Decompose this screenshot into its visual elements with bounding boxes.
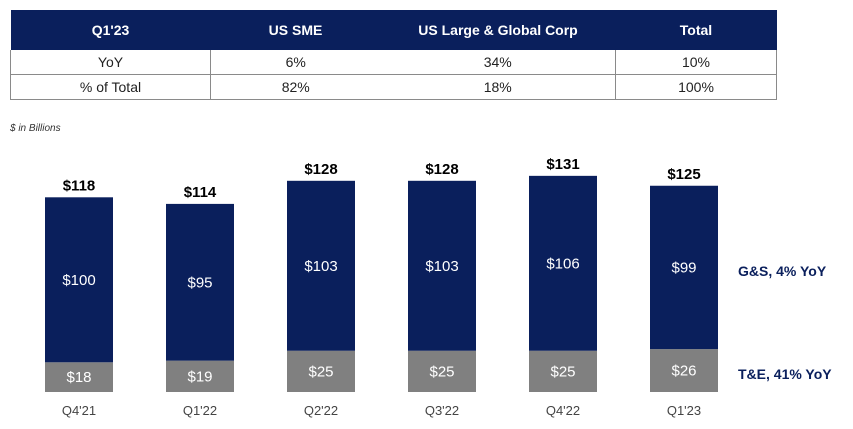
bar-te-segment — [45, 362, 113, 392]
bar-gs-segment — [45, 197, 113, 363]
bar-gs-segment — [650, 185, 718, 350]
data-label-gs: $99 — [671, 259, 696, 276]
data-label-total: $131 — [546, 156, 579, 173]
bar-te-segment — [287, 350, 355, 392]
x-tick-label: Q4'21 — [62, 403, 96, 418]
data-label-te: $26 — [671, 363, 696, 380]
data-label-te: $18 — [66, 369, 91, 386]
data-label-gs: $103 — [304, 258, 337, 275]
table-row: YoY 6% 34% 10% — [10, 50, 777, 75]
data-label-gs: $95 — [187, 274, 212, 291]
x-tick-label: Q2'22 — [304, 403, 338, 418]
bar-gs-segment — [287, 180, 355, 351]
x-tick-label: Q4'22 — [546, 403, 580, 418]
legend-gs: G&S, 4% YoY — [738, 263, 827, 279]
table-header-row: Q1'23 US SME US Large & Global Corp Tota… — [10, 10, 777, 50]
bar-gs-segment — [166, 203, 234, 361]
header-total: Total — [615, 10, 777, 50]
table-row: % of Total 82% 18% 100% — [10, 74, 777, 100]
x-tick-label: Q1'22 — [183, 403, 217, 418]
summary-table: Q1'23 US SME US Large & Global Corp Tota… — [10, 10, 777, 100]
data-label-gs: $106 — [546, 255, 579, 272]
data-label-total: $118 — [63, 177, 96, 194]
cell-sme-yoy: 6% — [210, 50, 381, 75]
data-label-total: $128 — [304, 161, 337, 178]
row-label-yoy: YoY — [10, 50, 211, 75]
data-label-te: $25 — [429, 363, 454, 380]
header-period: Q1'23 — [10, 10, 211, 50]
bar-te-segment — [529, 350, 597, 392]
header-us-large-global: US Large & Global Corp — [380, 10, 616, 50]
bar-te-segment — [166, 360, 234, 392]
data-label-total: $114 — [184, 184, 217, 201]
data-label-gs: $103 — [425, 258, 458, 275]
data-label-total: $125 — [667, 166, 700, 183]
unit-note: $ in Billions — [10, 123, 61, 134]
bar-gs-segment — [408, 180, 476, 351]
bar-gs-segment — [529, 175, 597, 351]
bar-te-segment — [408, 350, 476, 392]
bar-te-segment — [650, 349, 718, 392]
row-label-pct-total: % of Total — [10, 74, 211, 100]
data-label-total: $128 — [425, 161, 458, 178]
data-label-gs: $100 — [62, 272, 95, 289]
cell-total-yoy: 10% — [615, 50, 777, 75]
data-label-te: $19 — [187, 368, 212, 385]
cell-large-pct: 18% — [380, 74, 616, 100]
x-tick-label: Q1'23 — [667, 403, 701, 418]
cell-large-yoy: 34% — [380, 50, 616, 75]
header-us-sme: US SME — [210, 10, 381, 50]
data-label-te: $25 — [550, 363, 575, 380]
cell-sme-pct: 82% — [210, 74, 381, 100]
legend-te: T&E, 41% YoY — [738, 366, 832, 382]
cell-total-pct: 100% — [615, 74, 777, 100]
x-tick-label: Q3'22 — [425, 403, 459, 418]
data-label-te: $25 — [308, 363, 333, 380]
